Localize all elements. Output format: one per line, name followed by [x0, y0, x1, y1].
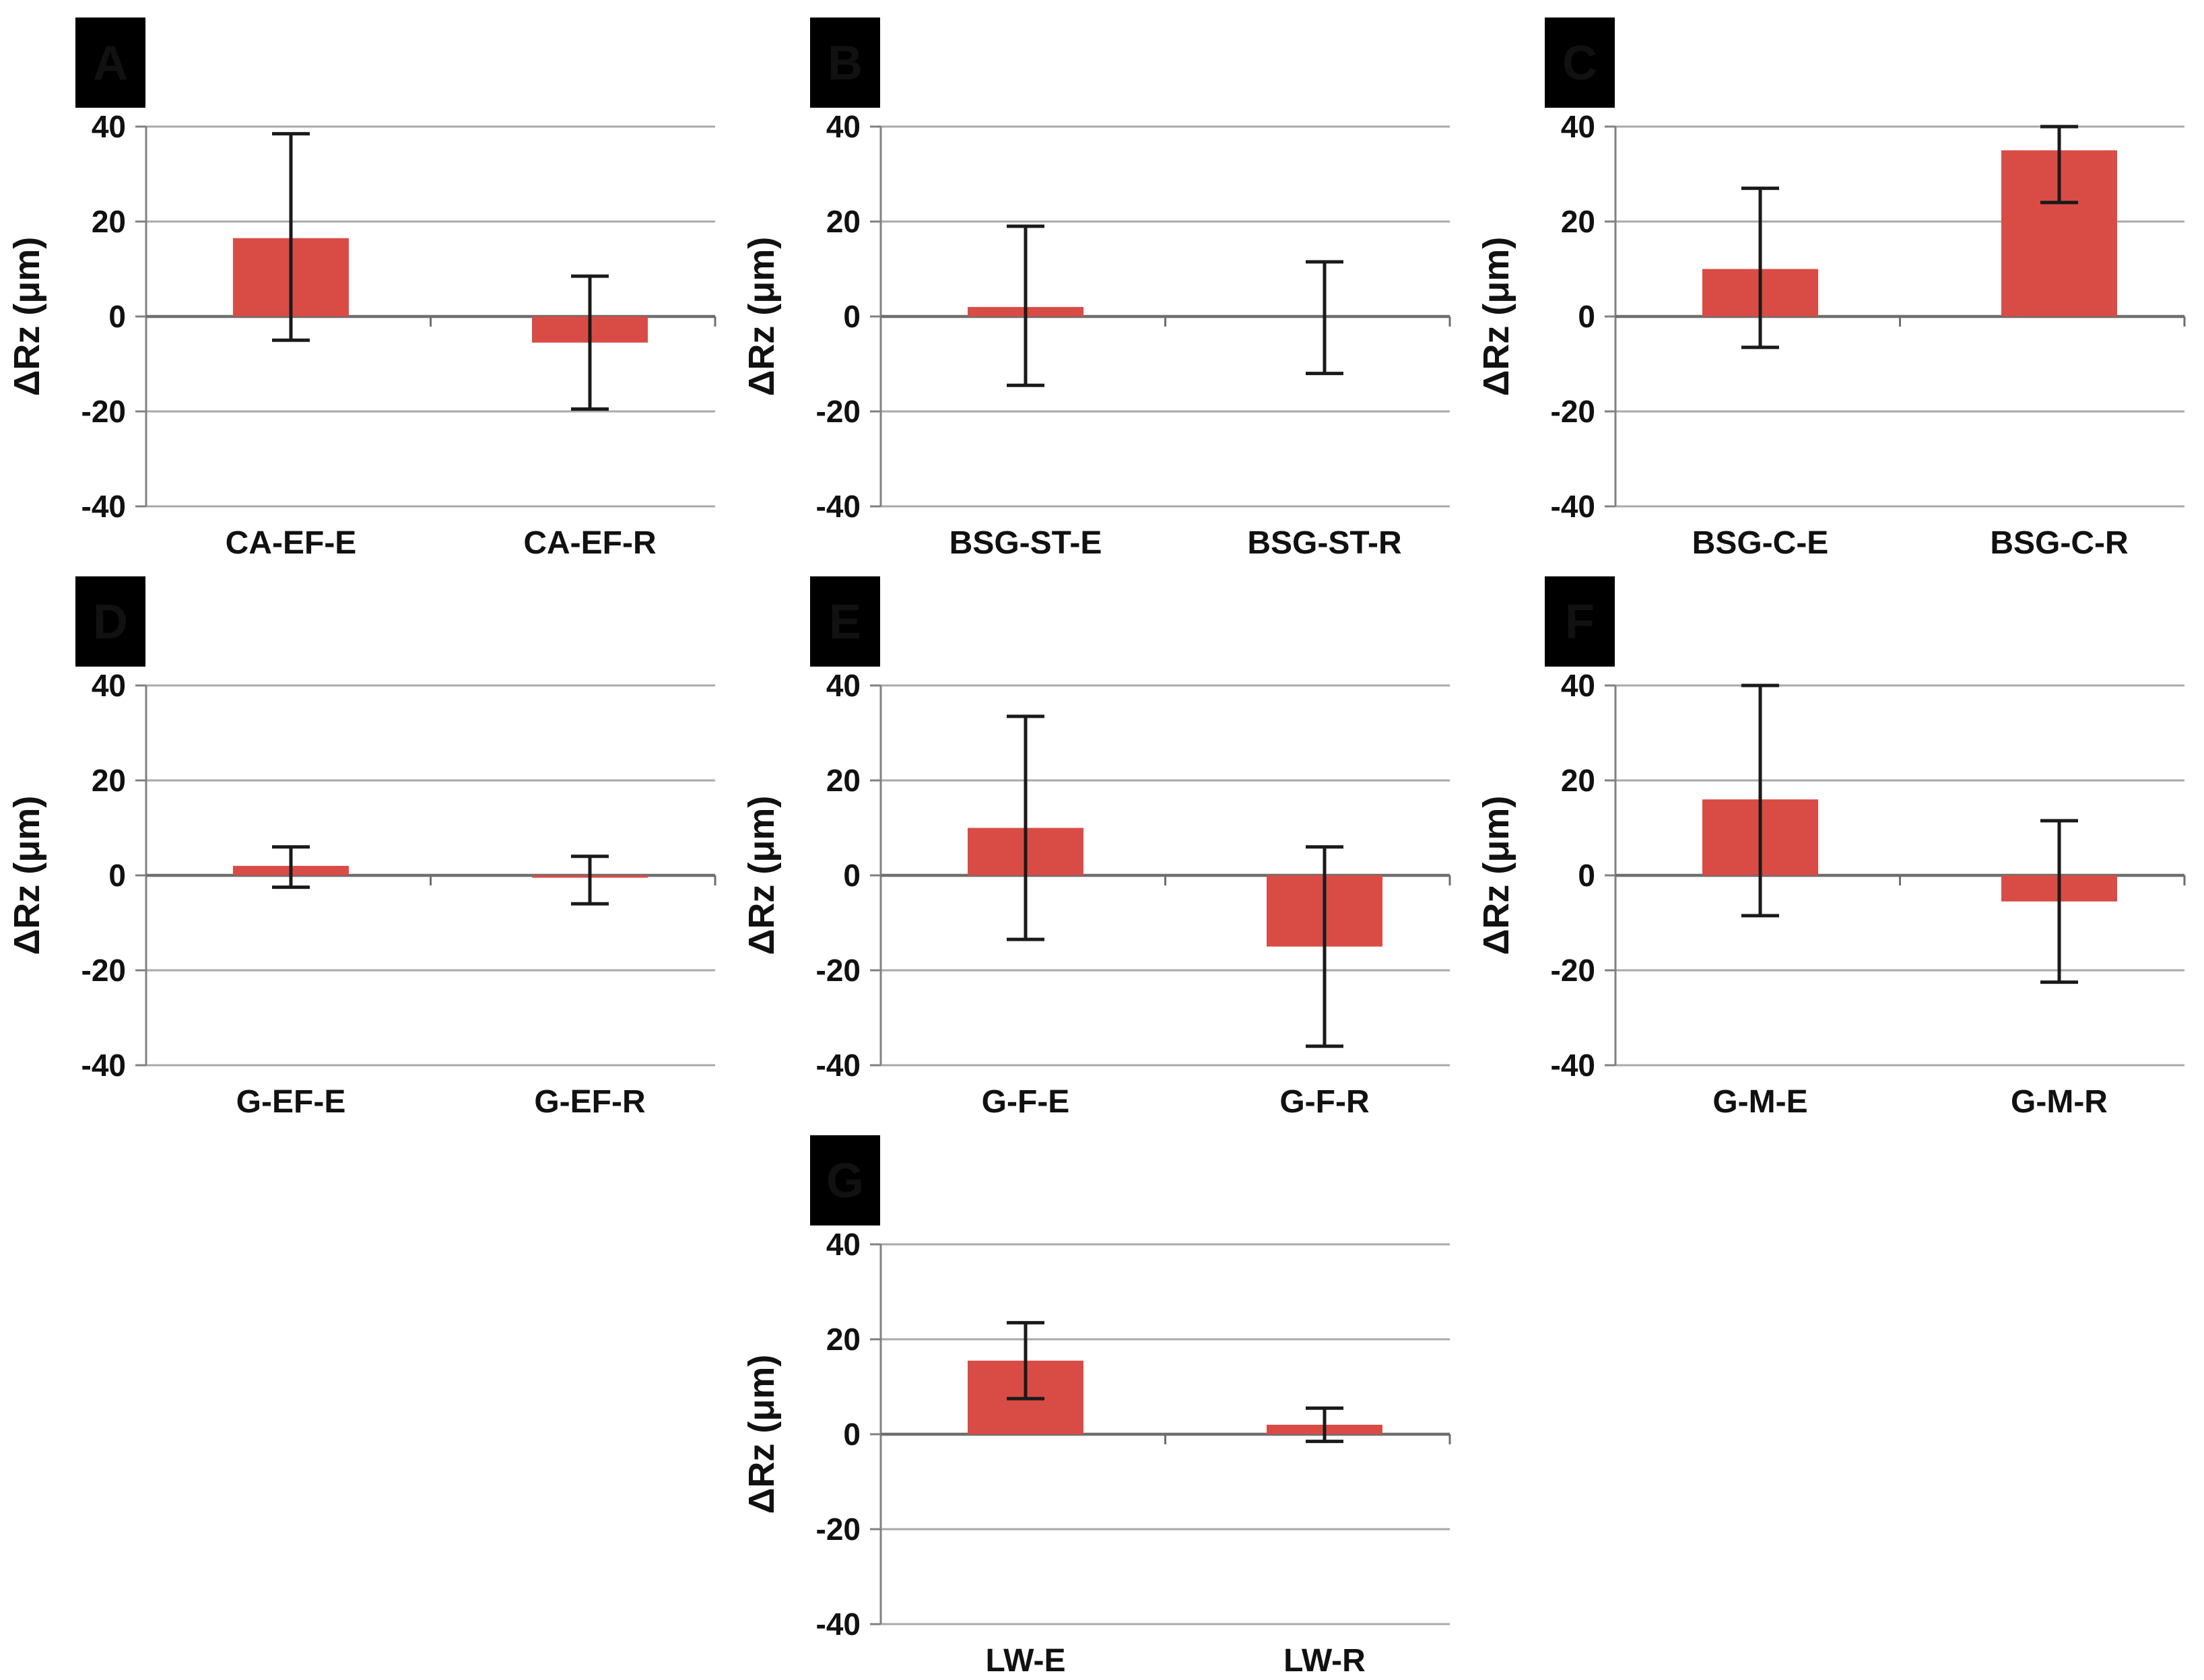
- y-tick-label: 0: [843, 299, 861, 334]
- y-tick-label: -40: [816, 1048, 861, 1083]
- category-label: CA-EF-R: [523, 525, 656, 559]
- y-tick-label: -20: [816, 953, 861, 988]
- y-axis-title: ΔRz (μm): [741, 1355, 782, 1514]
- empty-cell: [0, 1118, 735, 1680]
- y-tick-label: -20: [81, 394, 126, 429]
- empty-cell: [1469, 1118, 2204, 1680]
- y-tick-label: 20: [826, 204, 861, 239]
- y-tick-label: 40: [826, 668, 861, 703]
- y-tick-label: 0: [108, 858, 126, 893]
- panel-label: D: [93, 595, 128, 649]
- y-tick-label: -20: [1551, 394, 1595, 429]
- panel-label-box: [75, 18, 145, 108]
- y-tick-label: 40: [92, 668, 126, 703]
- chart-panel-e: E 40 20 0 -20 -40 ΔRz (μm) G-F-E G-F-R: [735, 559, 1469, 1118]
- y-tick-label: 20: [826, 763, 861, 798]
- panel-label-box: [810, 1135, 880, 1225]
- panel-label-box: [1545, 18, 1615, 108]
- category-label: G-F-E: [982, 1084, 1070, 1118]
- panel-label: F: [1565, 595, 1595, 649]
- y-tick-label: 20: [92, 763, 126, 798]
- y-tick-label: -20: [816, 394, 861, 429]
- panel-label-box: [1545, 576, 1615, 667]
- chart-panel-d: D 40 20 0 -20 -40 ΔRz (μm) G-EF-E G-EF-R: [0, 559, 735, 1118]
- y-tick-label: -40: [1551, 1048, 1595, 1083]
- chart-svg: F 40 20 0 -20 -40 ΔRz (μm) G-M-E G-M-R: [1476, 576, 2186, 1118]
- chart-svg: G 40 20 0 -20 -40 ΔRz (μm) LW-E LW-R: [741, 1135, 1451, 1677]
- chart-svg: B 40 20 0 -20 -40 ΔRz (μm) BSG-ST-E BSG-ST-R: [741, 18, 1451, 559]
- y-tick-label: 40: [92, 109, 126, 144]
- chart-panel-f: F 40 20 0 -20 -40 ΔRz (μm) G-M-E G-M-R: [1469, 559, 2204, 1118]
- y-tick-label: 0: [843, 1417, 861, 1452]
- category-label: CA-EF-E: [226, 525, 357, 559]
- y-tick-label: -20: [1551, 953, 1595, 988]
- panel-label: A: [93, 36, 128, 90]
- y-tick-label: 20: [1561, 204, 1595, 239]
- y-tick-label: 40: [826, 109, 861, 144]
- y-tick-label: 40: [1561, 109, 1595, 144]
- category-label: G-EF-R: [534, 1084, 645, 1118]
- panel-label: C: [1562, 36, 1597, 90]
- y-tick-label: -20: [816, 1512, 861, 1547]
- y-tick-label: 0: [843, 858, 861, 893]
- y-axis-title: ΔRz (μm): [7, 237, 47, 397]
- chart-svg: D 40 20 0 -20 -40 ΔRz (μm) G-EF-E G-EF-R: [7, 576, 716, 1118]
- y-tick-label: 0: [1578, 299, 1595, 334]
- chart-panel-b: B 40 20 0 -20 -40 ΔRz (μm) BSG-ST-E BSG-ST-R: [735, 0, 1469, 559]
- y-tick-label: 20: [1561, 763, 1595, 798]
- category-label: BSG-ST-R: [1247, 525, 1401, 559]
- y-axis-title: ΔRz (μm): [7, 796, 47, 955]
- y-axis-title: ΔRz (μm): [1476, 796, 1516, 955]
- chart-svg: A 40 20 0 -20 -40 ΔRz (μm) CA-EF-E CA-EF-R: [7, 18, 716, 559]
- category-label: LW-R: [1283, 1643, 1366, 1677]
- y-tick-label: 40: [1561, 668, 1595, 703]
- y-tick-label: -40: [1551, 489, 1595, 524]
- category-label: G-EF-E: [236, 1084, 346, 1118]
- y-axis-title: ΔRz (μm): [741, 796, 782, 955]
- y-tick-label: 0: [1578, 858, 1595, 893]
- y-tick-label: 0: [108, 299, 126, 334]
- y-axis-title: ΔRz (μm): [741, 237, 782, 397]
- y-tick-label: 20: [92, 204, 126, 239]
- y-tick-label: -20: [81, 953, 126, 988]
- chart-svg: E 40 20 0 -20 -40 ΔRz (μm) G-F-E G-F-R: [741, 576, 1451, 1118]
- chart-panel-c: C 40 20 0 -20 -40 ΔRz (μm) BSG-C-E BSG-C-R: [1469, 0, 2204, 559]
- panel-label: G: [826, 1154, 864, 1208]
- chart-panel-a: A 40 20 0 -20 -40 ΔRz (μm) CA-EF-E CA-EF-R: [0, 0, 735, 559]
- y-axis-title: ΔRz (μm): [1476, 237, 1516, 397]
- category-label: BSG-ST-E: [949, 525, 1102, 559]
- panel-label-box: [75, 576, 145, 667]
- panel-label-box: [810, 18, 880, 108]
- category-label: G-M-E: [1712, 1084, 1807, 1118]
- panel-label-box: [810, 576, 880, 667]
- panel-label: E: [829, 595, 861, 649]
- category-label: BSG-C-E: [1692, 525, 1829, 559]
- y-tick-label: 40: [826, 1227, 861, 1262]
- y-tick-label: -40: [816, 489, 861, 524]
- y-tick-label: -40: [81, 489, 126, 524]
- chart-panel-g: G 40 20 0 -20 -40 ΔRz (μm) LW-E LW-R: [735, 1118, 1469, 1680]
- panel-label: B: [828, 36, 863, 90]
- category-label: G-M-R: [2011, 1084, 2108, 1118]
- chart-svg: C 40 20 0 -20 -40 ΔRz (μm) BSG-C-E BSG-C-R: [1476, 18, 2186, 559]
- category-label: BSG-C-R: [1990, 525, 2128, 559]
- category-label: LW-E: [985, 1643, 1065, 1677]
- category-label: G-F-R: [1279, 1084, 1369, 1118]
- y-tick-label: -40: [816, 1607, 861, 1642]
- y-tick-label: -40: [81, 1048, 126, 1083]
- y-tick-label: 20: [826, 1322, 861, 1357]
